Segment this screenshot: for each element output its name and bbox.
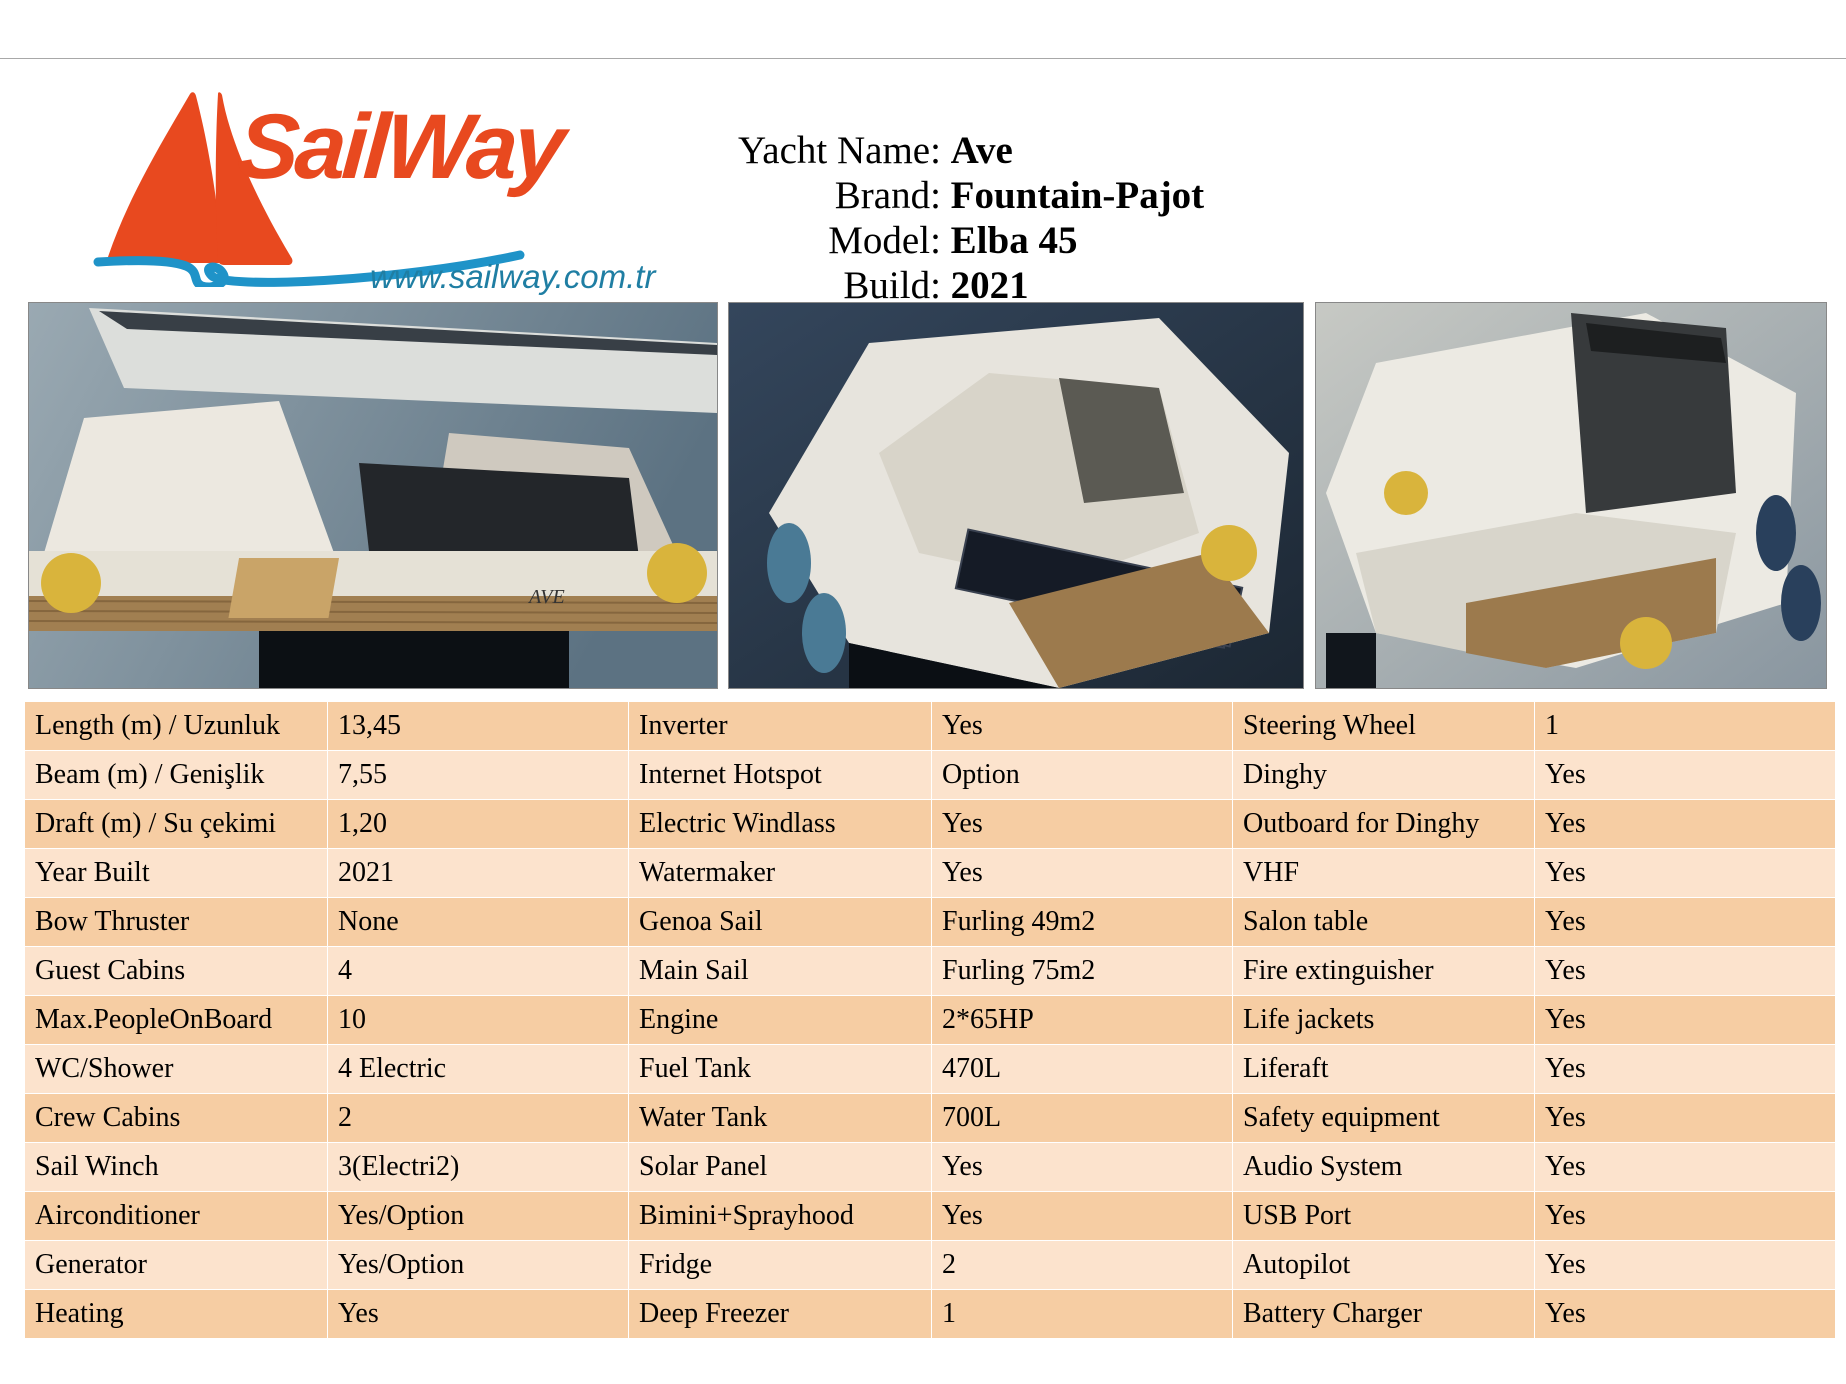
svg-text:AVE: AVE — [527, 586, 565, 608]
